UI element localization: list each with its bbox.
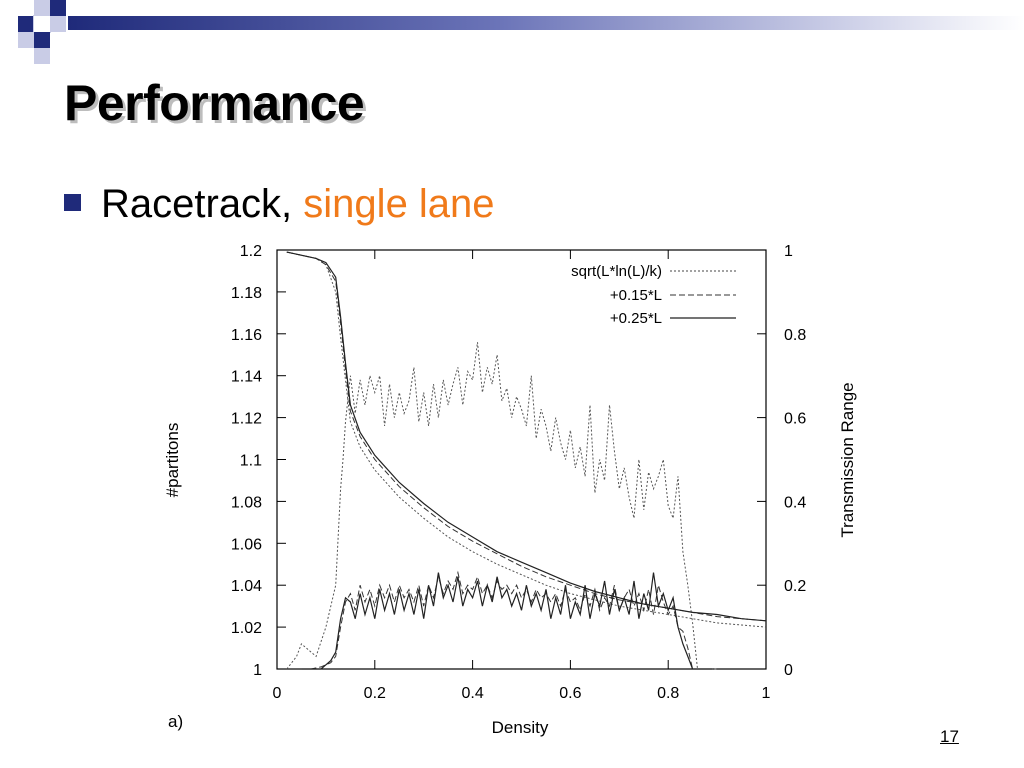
range-line-solid: [301, 572, 713, 670]
x-tick-label: 0.2: [364, 685, 386, 702]
decoration-square: [50, 0, 66, 16]
panel-label: a): [168, 712, 183, 731]
y-left-tick-label: 1.1: [240, 453, 262, 470]
bullet-text: Racetrack,: [101, 182, 293, 226]
y-left-tick-label: 1.16: [231, 327, 262, 344]
legend: sqrt(L*ln(L)/k) +0.15*L +0.25*L: [571, 263, 736, 327]
partitions-line-dashed: [286, 251, 767, 622]
partitions-line-dotted: [286, 251, 767, 628]
y-left-tick-label: 1: [253, 662, 262, 679]
header-decoration-bar: [68, 16, 1024, 30]
y-axis-label-right: Transmission Range: [838, 382, 857, 537]
y-right-tick-label: 0.4: [784, 494, 806, 511]
legend-label: +0.15*L: [610, 287, 662, 304]
y-right-tick-label: 1: [784, 243, 793, 260]
decoration-square: [34, 0, 50, 16]
x-axis-label: Density: [492, 718, 549, 737]
y-left-tick-label: 1.02: [231, 620, 262, 637]
y-left-tick-label: 1.06: [231, 536, 262, 553]
x-tick-label: 1: [762, 685, 771, 702]
decoration-square: [33, 15, 51, 33]
y-left-tick-label: 1.2: [240, 243, 262, 260]
y-left-tick-label: 1.12: [231, 411, 262, 428]
y-right-tick-label: 0.6: [784, 411, 806, 428]
x-tick-label: 0.8: [657, 685, 679, 702]
y-left-tick-label: 1.18: [231, 285, 262, 302]
bullet-item: Racetrack, single lane: [64, 182, 495, 227]
x-tick-label: 0.6: [559, 685, 581, 702]
slide-title: Performance: [64, 75, 365, 131]
range-line-dotted: [286, 342, 718, 670]
y-left-tick-label: 1.04: [231, 578, 262, 595]
y-right-tick-label: 0.2: [784, 578, 806, 595]
x-tick-label: 0: [273, 685, 282, 702]
plot-frame: [276, 249, 767, 670]
y-right-tick-label: 0: [784, 662, 793, 679]
decoration-square: [34, 48, 50, 64]
bullet-highlight: single lane: [303, 182, 495, 226]
y-right-tick-label: 0.8: [784, 327, 806, 344]
decoration-square: [18, 32, 34, 48]
y-axis-label-left: #partitons: [163, 423, 182, 498]
page-number: 17: [940, 727, 959, 746]
decoration-square: [18, 16, 34, 32]
y-left-tick-label: 1.08: [231, 494, 262, 511]
decoration-square: [50, 16, 66, 32]
legend-label: +0.25*L: [610, 310, 662, 327]
range-line-dashed: [301, 570, 713, 670]
bullet-square-icon: [64, 194, 81, 211]
x-tick-label: 0.4: [461, 685, 483, 702]
partitions-line-solid: [286, 251, 767, 622]
y-left-tick-label: 1.14: [231, 369, 262, 386]
legend-label: sqrt(L*ln(L)/k): [571, 263, 662, 280]
decoration-square: [34, 32, 50, 48]
